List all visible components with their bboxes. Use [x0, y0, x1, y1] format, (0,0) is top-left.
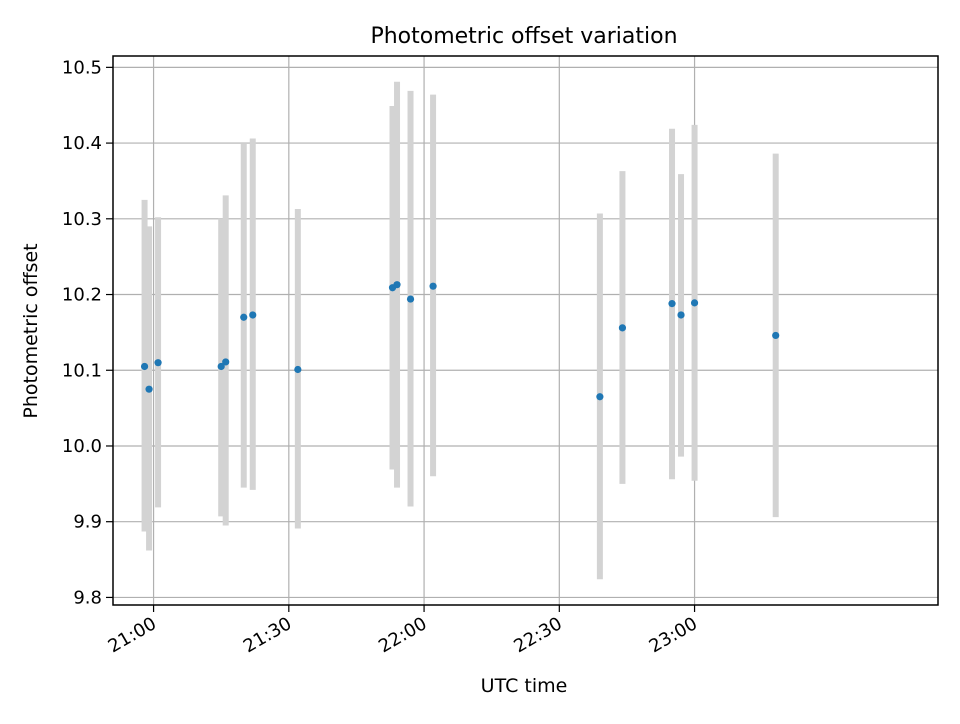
data-point	[145, 385, 153, 393]
y-axis-label: Photometric offset	[20, 243, 42, 418]
data-points	[140, 281, 780, 401]
y-tick-label: 10.4	[62, 133, 102, 154]
data-point	[249, 311, 257, 319]
data-point	[222, 358, 230, 366]
chart-title: Photometric offset variation	[370, 24, 677, 49]
data-point	[690, 299, 699, 307]
data-point	[618, 324, 627, 332]
y-tick-label: 10.2	[62, 285, 102, 306]
y-tick-label: 10.3	[62, 209, 102, 230]
data-point	[677, 311, 685, 319]
data-point	[294, 365, 302, 374]
y-tick-label: 9.8	[73, 587, 102, 608]
data-point	[406, 295, 415, 303]
y-axis-ticks: 9.8 9.9 10.0 10.1 10.2 10.3 10.4 10.5	[62, 57, 113, 608]
data-point	[140, 362, 149, 371]
data-point	[668, 300, 676, 308]
y-tick-label: 9.9	[73, 512, 102, 533]
data-point	[154, 359, 162, 367]
x-axis-label: UTC time	[481, 675, 568, 697]
data-point	[429, 282, 437, 290]
data-point	[393, 281, 401, 289]
data-point	[596, 393, 604, 401]
y-tick-label: 10.0	[62, 436, 102, 457]
data-point	[217, 362, 225, 371]
y-tick-label: 10.5	[62, 57, 102, 78]
data-point	[240, 313, 248, 321]
y-tick-label: 10.1	[62, 360, 102, 381]
plot-frame	[112, 55, 939, 606]
data-point	[772, 331, 780, 340]
